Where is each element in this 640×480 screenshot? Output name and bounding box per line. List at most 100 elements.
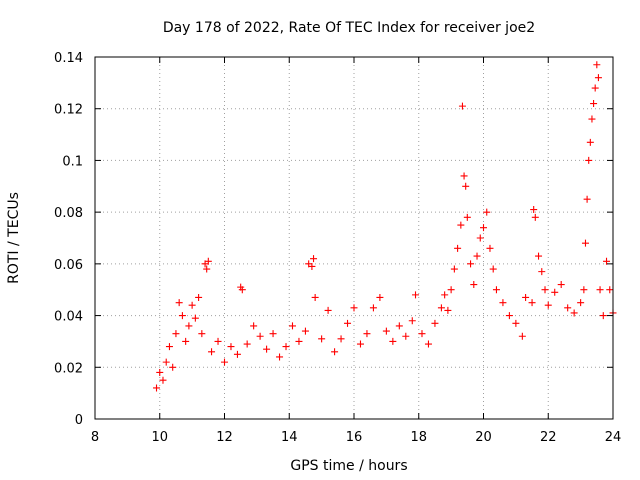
- data-point: [606, 286, 614, 294]
- data-point: [492, 286, 500, 294]
- data-point: [227, 343, 235, 351]
- data-point: [470, 281, 478, 289]
- y-tick-label: 0.02: [54, 361, 83, 376]
- data-point: [311, 293, 319, 301]
- x-tick-label: 16: [346, 430, 363, 445]
- data-point: [588, 115, 596, 123]
- data-point: [441, 291, 449, 299]
- data-point: [214, 337, 222, 345]
- data-point: [308, 262, 316, 270]
- data-point: [499, 299, 507, 307]
- data-point: [288, 322, 296, 330]
- data-point: [412, 291, 420, 299]
- data-point: [460, 172, 468, 180]
- data-point: [276, 353, 284, 361]
- data-point: [282, 343, 290, 351]
- data-point: [530, 206, 538, 214]
- data-point: [204, 257, 212, 265]
- data-point: [331, 348, 339, 356]
- data-point: [458, 102, 466, 110]
- data-point: [473, 252, 481, 260]
- data-point: [489, 265, 497, 273]
- data-point: [450, 265, 458, 273]
- data-point: [480, 224, 487, 232]
- data-point: [551, 288, 559, 296]
- data-point: [586, 138, 594, 146]
- y-tick-label: 0.06: [54, 258, 83, 273]
- data-point: [535, 252, 543, 260]
- y-tick-label: 0.04: [54, 310, 83, 325]
- data-point: [376, 293, 384, 301]
- data-point: [408, 317, 416, 325]
- data-point: [243, 340, 251, 348]
- data-point: [577, 299, 585, 307]
- data-point: [324, 306, 332, 314]
- y-tick-label: 0.1: [62, 154, 83, 169]
- data-point: [570, 309, 578, 317]
- data-point: [402, 332, 410, 340]
- data-point: [596, 286, 604, 294]
- data-point: [310, 255, 318, 263]
- data-point: [256, 332, 264, 340]
- data-point: [162, 358, 170, 366]
- data-point: [188, 301, 196, 309]
- data-point: [389, 337, 397, 345]
- data-point: [185, 322, 193, 330]
- data-point: [583, 195, 591, 203]
- data-point: [350, 304, 358, 312]
- data-point: [603, 257, 611, 265]
- data-layer: [153, 61, 617, 392]
- data-point: [541, 286, 549, 294]
- data-point: [463, 213, 471, 221]
- data-point: [250, 322, 258, 330]
- x-tick-label: 14: [281, 430, 298, 445]
- data-point: [356, 340, 364, 348]
- x-tick-label: 24: [605, 430, 622, 445]
- data-point: [418, 330, 426, 338]
- data-point: [581, 239, 589, 247]
- data-point: [457, 221, 465, 229]
- data-point: [462, 182, 470, 190]
- data-point: [590, 100, 598, 108]
- data-point: [203, 265, 211, 273]
- data-point: [153, 384, 161, 392]
- y-tick-label: 0.12: [54, 103, 83, 118]
- data-point: [382, 327, 390, 335]
- x-tick-label: 18: [410, 430, 427, 445]
- data-point: [295, 337, 303, 345]
- data-point: [208, 348, 216, 356]
- data-point: [195, 293, 203, 301]
- data-point: [538, 268, 546, 276]
- data-point: [522, 293, 530, 301]
- data-point: [182, 337, 190, 345]
- data-point: [564, 304, 572, 312]
- data-point: [437, 304, 445, 312]
- x-tick-label: 8: [91, 430, 99, 445]
- data-point: [344, 319, 352, 327]
- data-point: [337, 335, 345, 343]
- y-axis-label: ROTI / TECUs: [6, 192, 22, 284]
- data-point: [557, 281, 565, 289]
- data-point: [512, 319, 520, 327]
- data-point: [175, 299, 183, 307]
- y-tick-label: 0.14: [54, 51, 83, 66]
- data-point: [395, 322, 403, 330]
- data-point: [424, 340, 432, 348]
- x-tick-label: 20: [475, 430, 492, 445]
- axis-layer: 8 10 12 14 16 18 20 22 24 0 0.02 0.04 0.06 0.08 0.1 0.1…: [54, 51, 621, 445]
- data-point: [531, 213, 539, 221]
- data-point: [159, 376, 167, 384]
- data-point: [269, 330, 277, 338]
- x-tick-label: 22: [540, 430, 557, 445]
- data-point: [528, 299, 536, 307]
- data-point: [594, 74, 602, 82]
- chart-title: Day 178 of 2022, Rate Of TEC Index for r…: [163, 20, 535, 36]
- x-axis-label: GPS time / hours: [290, 458, 407, 474]
- data-point: [505, 312, 513, 320]
- data-point: [233, 350, 241, 358]
- data-point: [544, 301, 552, 309]
- data-point: [476, 234, 484, 242]
- data-point: [169, 363, 177, 371]
- data-point: [156, 368, 164, 376]
